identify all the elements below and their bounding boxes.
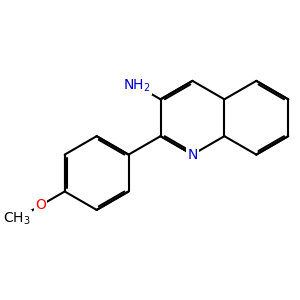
Text: CH$_3$: CH$_3$	[3, 211, 31, 227]
Text: N: N	[187, 148, 198, 162]
Text: NH$_2$: NH$_2$	[123, 77, 150, 94]
Text: O: O	[35, 198, 46, 212]
